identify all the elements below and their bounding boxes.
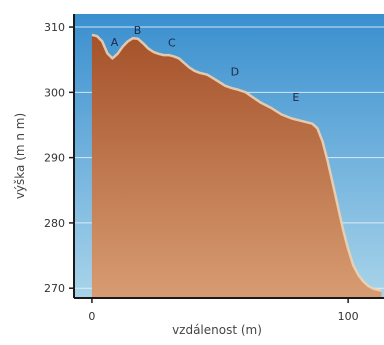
y-axis-title: výška (m n m) <box>13 113 27 199</box>
y-tick-label-300: 300 <box>44 86 65 99</box>
point-label-a: A <box>111 36 119 49</box>
y-tick-label-270: 270 <box>44 282 65 295</box>
x-tick-label-100: 100 <box>338 310 359 323</box>
x-tick-label-0: 0 <box>88 310 95 323</box>
point-label-c: C <box>168 37 176 50</box>
y-tick-label-310: 310 <box>44 21 65 34</box>
terrain-area <box>91 34 382 299</box>
point-label-d: D <box>231 65 239 78</box>
x-axis-title: vzdálenost (m) <box>172 323 262 337</box>
point-label-e: E <box>292 91 299 104</box>
y-tick-label-280: 280 <box>44 217 65 230</box>
axes <box>73 14 384 299</box>
tick-marks: 270 280 290 300 310 0 100 <box>44 21 359 323</box>
y-tick-label-290: 290 <box>44 152 65 165</box>
point-label-b: B <box>134 24 142 37</box>
point-labels: A B C D E <box>111 24 300 104</box>
terrain-surface-line <box>91 33 382 293</box>
